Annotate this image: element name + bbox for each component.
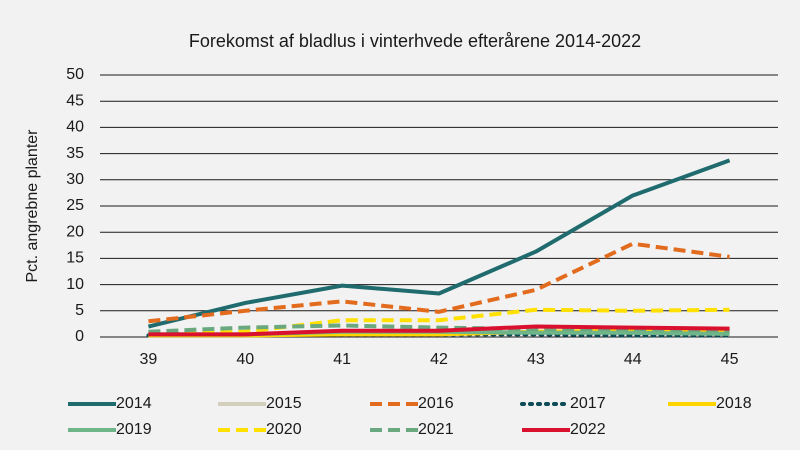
x-tick-label: 44	[624, 351, 642, 368]
series-line	[148, 241, 730, 324]
y-tick-label: 0	[75, 328, 84, 345]
series-line	[148, 324, 730, 337]
legend-label: 2016	[418, 395, 454, 412]
y-tick-label: 10	[66, 276, 84, 293]
x-tick-label: 41	[333, 351, 351, 368]
legend-label: 2020	[266, 421, 302, 438]
series-line	[147, 158, 731, 329]
y-tick-label: 15	[66, 250, 84, 267]
legend-label: 2014	[116, 395, 152, 412]
legend-label: 2019	[116, 421, 152, 438]
y-tick-label: 50	[66, 66, 84, 83]
legend-label: 2021	[418, 421, 454, 438]
legend-label: 2018	[716, 395, 752, 412]
y-tick-label: 35	[66, 145, 84, 162]
legend-label: 2015	[266, 395, 302, 412]
y-tick-label: 40	[66, 119, 84, 136]
series-line	[148, 323, 730, 334]
x-tick-label: 39	[140, 351, 158, 368]
series-line	[148, 307, 730, 337]
x-tick-label: 40	[236, 351, 254, 368]
x-tick-label: 43	[527, 351, 545, 368]
chart-title: Forekomst af bladlus i vinterhvede efter…	[189, 31, 641, 51]
y-tick-label: 20	[66, 223, 84, 240]
x-tick-label: 42	[430, 351, 448, 368]
y-tick-label: 30	[66, 171, 84, 188]
y-axis-label: Pct. angrebne planter	[24, 129, 41, 283]
legend-label: 2022	[570, 421, 606, 438]
y-tick-label: 25	[66, 197, 84, 214]
y-tick-label: 45	[66, 92, 84, 109]
y-tick-label: 5	[75, 302, 84, 319]
x-tick-label: 45	[721, 351, 739, 368]
legend-label: 2017	[570, 395, 606, 412]
